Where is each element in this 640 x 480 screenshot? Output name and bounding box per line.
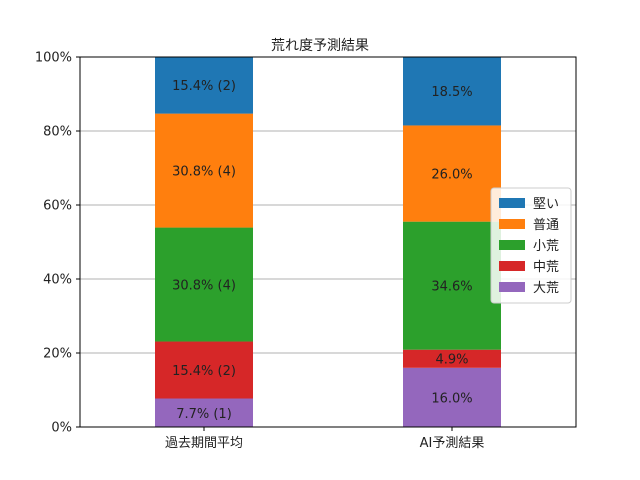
data-label: 16.0% bbox=[431, 391, 472, 406]
legend-swatch bbox=[499, 261, 525, 271]
data-label: 30.8% (4) bbox=[172, 279, 236, 294]
legend-swatch bbox=[499, 282, 525, 292]
data-label: 15.4% (2) bbox=[172, 364, 236, 379]
y-axis: 0% 20% 40% 60% 80% 100% bbox=[35, 51, 80, 436]
plot-frame bbox=[79, 56, 577, 428]
y-tick-label: 60% bbox=[43, 199, 72, 214]
legend-swatch bbox=[499, 240, 525, 250]
legend-label: 堅い bbox=[533, 197, 559, 212]
data-label: 18.5% bbox=[431, 85, 472, 100]
y-tick-label: 100% bbox=[35, 51, 72, 66]
bar-segment bbox=[403, 367, 501, 427]
data-label: 7.7% (1) bbox=[176, 407, 232, 422]
data-label: 30.8% (4) bbox=[172, 165, 236, 180]
data-label: 34.6% bbox=[431, 280, 472, 295]
x-tick-label: 過去期間平均 bbox=[165, 436, 243, 451]
bar-segment bbox=[155, 341, 253, 399]
x-tick-label: AI予測結果 bbox=[420, 436, 485, 451]
legend-label: 中荒 bbox=[533, 260, 559, 275]
legend-label: 小荒 bbox=[533, 239, 559, 254]
legend-label: 普通 bbox=[533, 218, 559, 233]
x-axis: 過去期間平均 AI予測結果 bbox=[165, 427, 484, 451]
legend-label: 大荒 bbox=[533, 281, 559, 296]
bar-segment bbox=[155, 227, 253, 342]
bar-segment bbox=[403, 221, 501, 350]
segment-labels: 7.7% (1) 15.4% (2) 30.8% (4) 30.8% (4) 15.4%… bbox=[172, 79, 473, 422]
y-tick-label: 40% bbox=[43, 273, 72, 288]
y-tick-label: 80% bbox=[43, 125, 72, 140]
data-label: 26.0% bbox=[431, 168, 472, 183]
bar-segment bbox=[155, 56, 253, 114]
bar-segment bbox=[155, 398, 253, 427]
bars bbox=[155, 56, 501, 427]
bar-segment bbox=[403, 57, 501, 126]
legend-swatch bbox=[499, 219, 525, 229]
y-tick-label: 20% bbox=[43, 347, 72, 362]
bar-segment bbox=[155, 113, 253, 228]
legend-swatch bbox=[499, 198, 525, 208]
data-label: 15.4% (2) bbox=[172, 79, 236, 94]
legend-box bbox=[490, 187, 572, 304]
bar-segment bbox=[403, 349, 501, 368]
bar-segment bbox=[403, 125, 501, 222]
y-tick-label: 0% bbox=[51, 421, 72, 436]
data-label: 4.9% bbox=[435, 353, 468, 368]
chart-title: 荒れ度予測結果 bbox=[271, 38, 369, 54]
